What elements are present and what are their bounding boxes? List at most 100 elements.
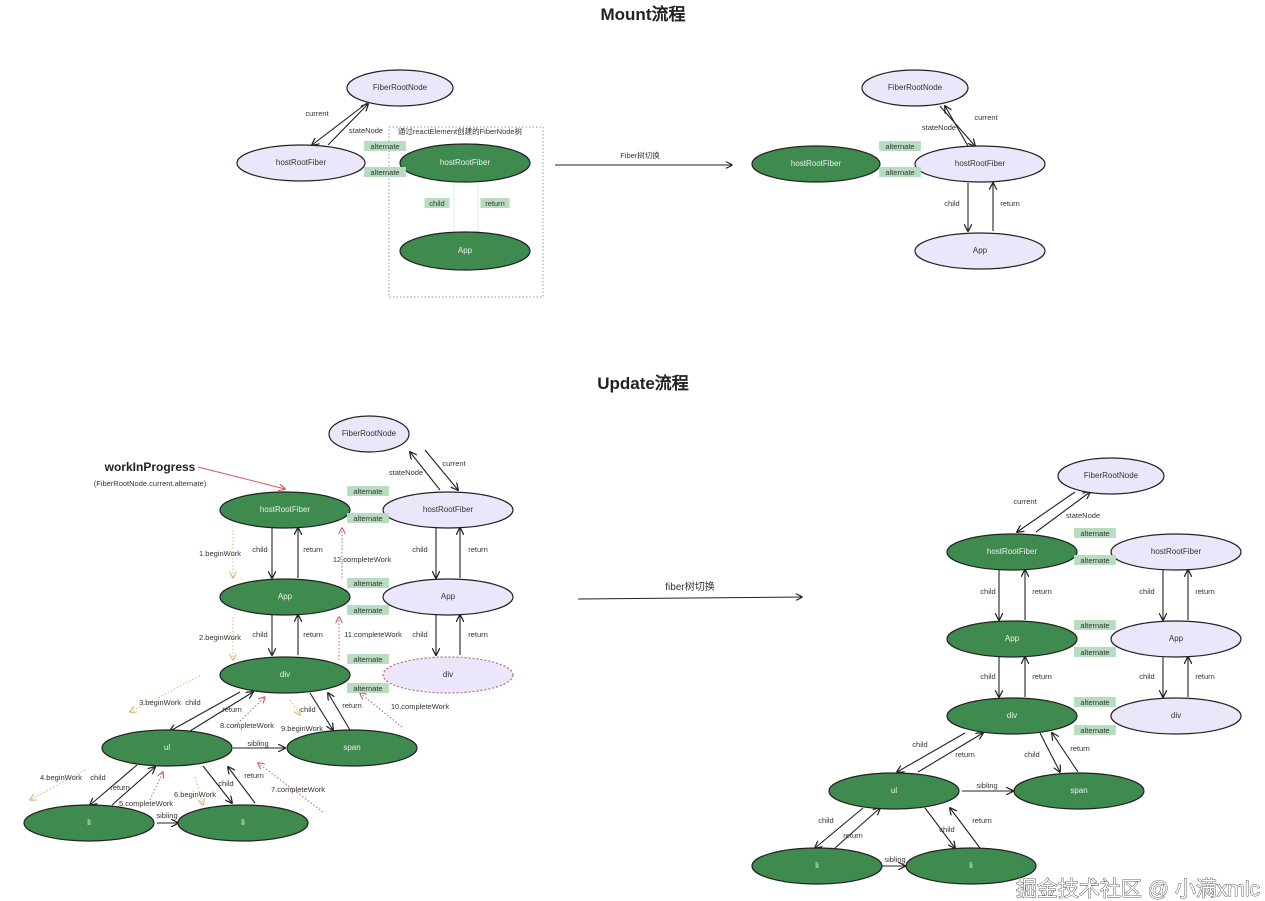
label-text: return (955, 750, 975, 759)
label-text: alternate (370, 168, 399, 177)
label-text: alternate (353, 655, 382, 664)
label-text: alternate (353, 606, 382, 615)
edge-label: sibling (156, 811, 177, 820)
complete-label: 8.completeWork (220, 721, 274, 730)
label-highlight (424, 198, 450, 208)
fiber-node-label: hostRootFiber (987, 547, 1038, 556)
label-text: child (980, 672, 995, 681)
begin-work-arrow (130, 675, 201, 712)
label-text: alternate (1080, 621, 1109, 630)
mount-box-label: 通过reactElement创建的FiberNode树 (398, 126, 523, 136)
fiber-node-shape (219, 578, 351, 616)
label-text: return (485, 199, 505, 208)
fiber-node-label: div (443, 670, 453, 679)
label-text: child (252, 630, 267, 639)
fiber-node-shape (1110, 620, 1242, 658)
edge-label: child (912, 740, 927, 749)
fiber-node-label: App (1005, 634, 1020, 643)
edge-label: return (303, 545, 323, 554)
label-text: sibling (156, 811, 177, 820)
edge-label: child (944, 199, 959, 208)
edge-label: stateNode (1066, 511, 1100, 520)
edge-label: return (972, 816, 992, 825)
fiber-node-label: App (441, 592, 456, 601)
fiber-node-shape (399, 231, 531, 271)
fiber-node: div (1110, 697, 1242, 735)
pointer-arrow (309, 692, 333, 730)
fiber-node: hostRootFiber (382, 491, 514, 529)
pointer-arrow (924, 807, 955, 848)
label-text: 12.completeWork (333, 555, 391, 564)
edge-label: current (305, 109, 329, 118)
edge-label: child (980, 587, 995, 596)
fiber-node-shape (101, 729, 233, 767)
fiber-node-shape (1110, 533, 1242, 571)
fiber-node-shape (905, 847, 1037, 885)
complete-label: 7.completeWork (271, 785, 325, 794)
fiber-node-shape (286, 729, 418, 767)
label-text: current (974, 113, 998, 122)
fiber-node-shape (914, 145, 1046, 183)
alternate-label: alternate (1074, 647, 1116, 657)
label-text: return (1032, 587, 1052, 596)
watermark: 掘金技术社区 @ 小满xmlc (1016, 878, 1260, 901)
label-text: stateNode (922, 123, 956, 132)
edge-label: return (468, 630, 488, 639)
pointer-arrow (111, 767, 155, 806)
complete-label: 5.completeWork (119, 799, 173, 808)
fiber-node: hostRootFiber (914, 145, 1046, 183)
fiber-node-shape (946, 533, 1078, 571)
fiber-node-label: div (280, 670, 290, 679)
fiber-node: hostRootFiber (1110, 533, 1242, 571)
fiber-node: li (23, 804, 155, 842)
edge-label: return (1032, 587, 1052, 596)
fiber-node-shape (946, 620, 1078, 658)
label-text: child (1024, 750, 1039, 759)
alternate-label: alternate (347, 654, 389, 664)
label-highlight (1074, 647, 1116, 657)
label-text: child (300, 705, 315, 714)
pointer-arrow (1052, 733, 1079, 773)
fiber-node-label: li (815, 861, 819, 870)
pointer-arrow (202, 765, 232, 803)
label-text: 11.completeWork (344, 630, 402, 639)
fiber-node-shape (23, 804, 155, 842)
label-text: return (1070, 744, 1090, 753)
edge-label: child (252, 630, 267, 639)
label-text: child (218, 779, 233, 788)
label-text: return (303, 630, 323, 639)
label-highlight (347, 683, 389, 693)
fiber-node: ul (828, 772, 960, 810)
fiber-node-label: App (458, 246, 473, 255)
fiber-node-label: FiberRootNode (342, 429, 397, 438)
label-text: child (818, 816, 833, 825)
label-text: alternate (353, 514, 382, 523)
begin-label: 9.beginWork (281, 724, 323, 733)
fiber-node-shape (382, 656, 514, 694)
label-text: child (429, 199, 444, 208)
alternate-label: alternate (364, 167, 406, 177)
fiber-node: div (382, 656, 514, 694)
pointer-arrow (897, 732, 966, 772)
pointer-arrow (834, 808, 880, 849)
complete-label: 12.completeWork (333, 555, 391, 564)
pointer-arrow (228, 767, 256, 804)
label-text: child (980, 587, 995, 596)
mount-fibernode-tree-box (388, 126, 544, 298)
fiber-node: FiberRootNode (861, 69, 969, 107)
label-text: child (1139, 672, 1154, 681)
label-text: return (1000, 199, 1020, 208)
fiber-node: FiberRootNode (346, 69, 454, 107)
pointer-arrow (815, 807, 864, 848)
fiber-node-label: ul (891, 786, 897, 795)
edge-label: return (110, 783, 130, 792)
label-highlight (364, 141, 406, 151)
label-highlight (347, 654, 389, 664)
pointer-arrow (410, 452, 441, 491)
begin-work-arrow (289, 699, 300, 715)
edge-label: child (1024, 750, 1039, 759)
pointer-arrow (170, 691, 241, 731)
edge-label: child (218, 779, 233, 788)
edge-label: child (90, 773, 105, 782)
pointer-arrow (1017, 491, 1076, 532)
